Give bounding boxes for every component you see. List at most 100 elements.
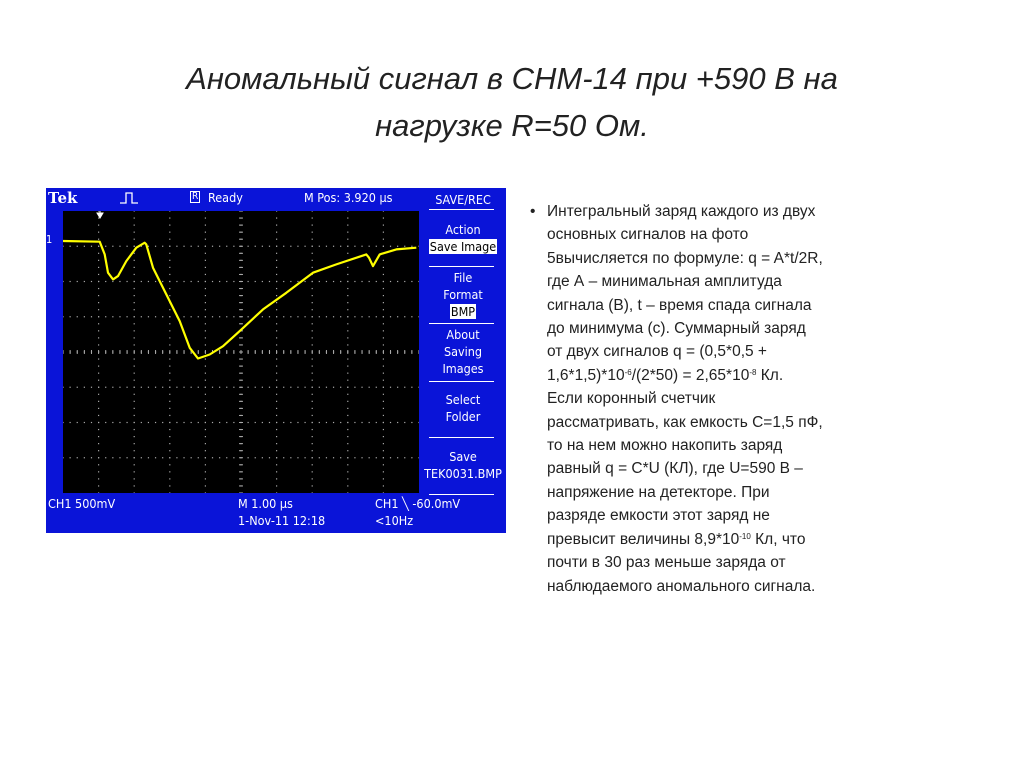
- grid-dot: [133, 400, 135, 402]
- grid-dot: [233, 316, 235, 318]
- grid-dot: [382, 365, 384, 367]
- menu-file-format[interactable]: File Format BMP: [420, 269, 506, 320]
- grid-dot: [169, 414, 171, 417]
- file-format-label-1: File: [453, 270, 473, 285]
- grid-dot: [90, 316, 93, 318]
- text-line: наблюдаемого аномального сигнала.: [547, 577, 816, 595]
- grid-dot: [69, 386, 71, 388]
- center-tick: [361, 350, 363, 354]
- grid-dot: [347, 450, 349, 452]
- menu-about-saving-images[interactable]: About Saving Images: [420, 326, 506, 377]
- grid-dot: [382, 414, 384, 417]
- menu-save-file[interactable]: Save TEK0031.BMP: [420, 448, 506, 482]
- center-tick: [112, 350, 114, 354]
- grid-dot: [211, 457, 214, 459]
- grid-dot: [397, 316, 399, 318]
- center-tick: [155, 350, 157, 354]
- grid-dot: [382, 457, 384, 459]
- grid-dot: [261, 386, 263, 388]
- menu-divider: [429, 323, 494, 324]
- grid-dot: [347, 231, 349, 233]
- center-tick: [239, 281, 243, 282]
- grid-dot: [147, 280, 150, 283]
- grid-dot: [126, 316, 128, 318]
- grid-dot: [404, 316, 406, 318]
- grid-dot: [62, 386, 64, 388]
- grid-dot: [276, 457, 278, 459]
- grid-dot: [254, 457, 256, 459]
- grid-dot: [311, 485, 313, 487]
- grid-dot: [169, 443, 171, 445]
- grid-dot: [382, 245, 384, 247]
- grid-dot: [204, 323, 206, 325]
- center-tick: [239, 407, 243, 409]
- grid-dot: [169, 330, 171, 332]
- grid-dot: [382, 238, 384, 240]
- grid-dot: [169, 464, 171, 466]
- grid-dot: [204, 485, 206, 487]
- grid-dot: [226, 421, 228, 424]
- grid-dot: [311, 259, 313, 261]
- grid-dot: [98, 450, 100, 452]
- grid-dot: [276, 287, 278, 290]
- grid-dot: [347, 330, 349, 332]
- grid-dot: [126, 386, 128, 388]
- center-tick: [318, 350, 320, 354]
- grid-dot: [311, 252, 313, 254]
- grid-dot: [276, 478, 278, 480]
- grid-dot: [397, 457, 399, 459]
- grid-dot: [112, 386, 114, 388]
- grid-dot: [297, 421, 299, 424]
- grid-dot: [332, 245, 335, 247]
- grid-dot: [347, 273, 349, 276]
- grid-dot: [404, 457, 406, 459]
- grid-dot: [169, 210, 171, 212]
- grid-dot: [354, 245, 356, 247]
- grid-dot: [98, 259, 100, 261]
- grid-dot: [276, 316, 278, 318]
- grid-dot: [133, 485, 135, 487]
- grid-dot: [119, 457, 121, 459]
- grid-dot: [211, 316, 214, 318]
- grid-dot: [133, 210, 135, 212]
- menu-select-folder[interactable]: Select Folder: [420, 391, 506, 425]
- center-tick: [140, 350, 142, 354]
- grid-dot: [169, 295, 171, 297]
- grid-dot: [140, 386, 142, 388]
- grid-dot: [183, 421, 185, 424]
- center-tick: [239, 323, 243, 325]
- grid-dot: [69, 457, 71, 459]
- text-line: где А – минимальная амплитуда: [547, 273, 782, 291]
- grid-dot: [119, 245, 121, 247]
- grid-dot: [347, 224, 349, 226]
- center-tick: [162, 350, 164, 354]
- horizontal-position: M Pos: 3.920 µs: [304, 190, 393, 205]
- grid-dot: [204, 450, 206, 452]
- grid-dot: [254, 421, 256, 424]
- save-filename: TEK0031.BMP: [424, 466, 502, 481]
- grid-dot: [311, 238, 313, 240]
- grid-dot: [382, 478, 384, 480]
- grid-dot: [169, 259, 171, 261]
- grid-dot: [190, 245, 192, 247]
- grid-dot: [276, 372, 278, 374]
- grid-dot: [311, 316, 313, 318]
- grid-dot: [368, 386, 370, 388]
- menu-action[interactable]: Action Save Image: [420, 221, 506, 255]
- menu-divider: [429, 381, 494, 382]
- center-tick: [283, 350, 285, 354]
- select-label-2: Folder: [445, 409, 481, 424]
- center-tick: [119, 350, 121, 354]
- grid-dot: [276, 450, 278, 452]
- grid-dot: [347, 337, 349, 339]
- grid-dot: [98, 372, 100, 374]
- grid-dot: [98, 443, 100, 445]
- grid-dot: [382, 485, 384, 487]
- grid-dot: [361, 421, 363, 424]
- grid-dot: [204, 316, 206, 318]
- center-tick: [290, 350, 292, 354]
- center-tick: [69, 350, 71, 354]
- grid-dot: [98, 309, 100, 311]
- grid-dot: [382, 266, 384, 268]
- grid-dot: [133, 245, 135, 247]
